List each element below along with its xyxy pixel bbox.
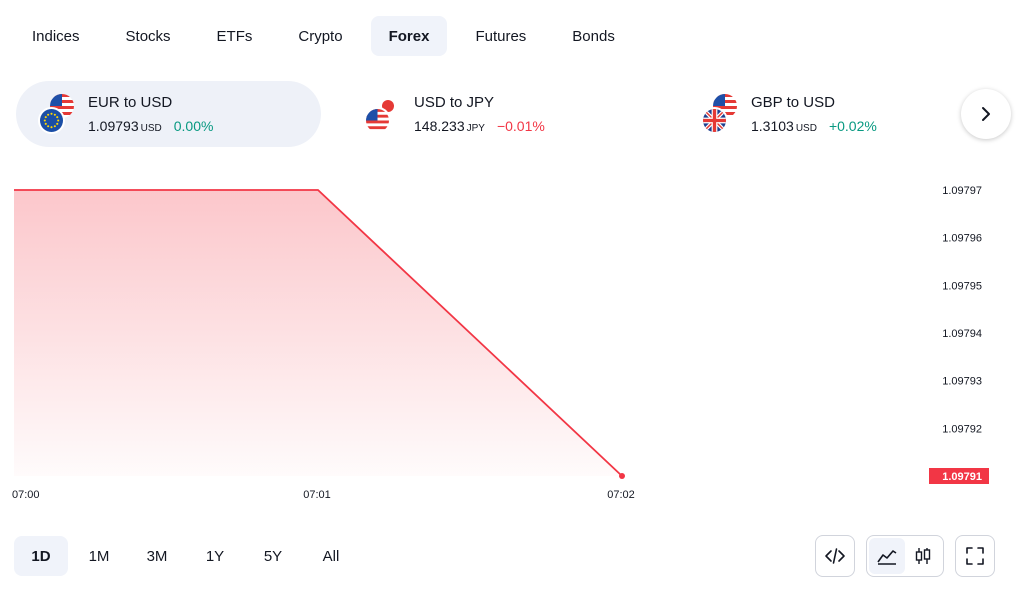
x-tick-label: 07:01: [303, 489, 331, 501]
fullscreen-icon: [966, 547, 984, 565]
ticker-card-eurusd[interactable]: EUR to USD 1.09793 USD 0.00%: [16, 81, 321, 147]
chevron-right-icon: [982, 107, 990, 121]
range-3m-button[interactable]: 3M: [146, 547, 168, 565]
fullscreen-button[interactable]: [955, 535, 995, 577]
ticker-pair-label: EUR to USD: [88, 94, 173, 111]
code-icon: [825, 548, 845, 564]
embed-button[interactable]: [815, 535, 855, 577]
ticker-card-usdjpy[interactable]: USD to JPY 148.233 JPY −0.01%: [342, 81, 647, 147]
ticker-change: −0.01%: [496, 118, 545, 134]
ticker-price: 148.233: [414, 118, 465, 134]
flag-pair: [701, 94, 737, 134]
x-tick-label: 07:02: [607, 489, 635, 501]
range-5y-button[interactable]: 5Y: [263, 547, 283, 565]
tab-forex[interactable]: Forex: [370, 16, 448, 56]
chart-type-toggle: [866, 535, 944, 577]
last-value-label: 1.09791: [942, 471, 982, 483]
y-tick-label: 1.09796: [942, 233, 982, 245]
tab-futures[interactable]: Futures: [475, 27, 527, 45]
x-tick-label: 07:00: [12, 489, 40, 501]
y-tick-label: 1.09792: [942, 423, 982, 435]
ticker-pair-label: USD to JPY: [414, 94, 495, 111]
ticker-change: 0.00%: [173, 118, 214, 134]
tab-etfs[interactable]: ETFs: [216, 27, 253, 45]
candlestick-icon: [915, 548, 931, 564]
price-area-fill: [14, 190, 622, 476]
last-value-badge: [929, 468, 989, 484]
last-price-point: [619, 473, 625, 479]
y-tick-label: 1.09795: [942, 280, 982, 292]
range-all-button[interactable]: All: [322, 547, 340, 565]
area-chart-icon: [877, 550, 897, 565]
ticker-change: +0.02%: [828, 118, 877, 134]
ticker-price: 1.3103: [751, 118, 794, 134]
y-tick-label: 1.09797: [942, 185, 982, 197]
ticker-currency: JPY: [466, 123, 485, 134]
tab-stocks[interactable]: Stocks: [125, 27, 171, 45]
price-line: [14, 189, 623, 477]
category-tabs: Indices Stocks ETFs Crypto Forex Futures…: [14, 16, 643, 56]
ticker-price: 1.09793: [88, 118, 139, 134]
area-chart-button[interactable]: [869, 538, 905, 574]
ticker-pair-label: GBP to USD: [751, 94, 835, 111]
range-1d-button[interactable]: 1D: [14, 536, 68, 576]
ticker-currency: USD: [140, 123, 162, 134]
tab-crypto[interactable]: Crypto: [298, 27, 343, 45]
range-1m-button[interactable]: 1M: [88, 547, 110, 565]
uk-flag-icon: [701, 107, 728, 134]
flag-pair: [38, 94, 74, 134]
tab-bonds[interactable]: Bonds: [572, 27, 615, 45]
range-selector: 1D 1M 3M 1Y 5Y All: [14, 536, 362, 576]
price-chart[interactable]: 1.09797 1.09796 1.09795 1.09794 1.09793 1.097…: [0, 170, 1016, 510]
us-flag-icon: [364, 107, 391, 134]
eu-flag-icon: [38, 107, 65, 134]
y-tick-label: 1.09794: [942, 328, 982, 340]
next-cards-button[interactable]: [961, 89, 1011, 139]
flag-pair: [364, 94, 400, 134]
tab-indices[interactable]: Indices: [32, 27, 80, 45]
range-1y-button[interactable]: 1Y: [205, 547, 225, 565]
y-tick-label: 1.09793: [942, 376, 982, 388]
ticker-card-gbpusd[interactable]: GBP to USD 1.3103 USD +0.02%: [679, 81, 969, 147]
ticker-currency: USD: [795, 123, 817, 134]
ticker-cards: EUR to USD 1.09793 USD 0.00%: [16, 81, 1016, 147]
candlestick-chart-button[interactable]: [905, 538, 941, 574]
